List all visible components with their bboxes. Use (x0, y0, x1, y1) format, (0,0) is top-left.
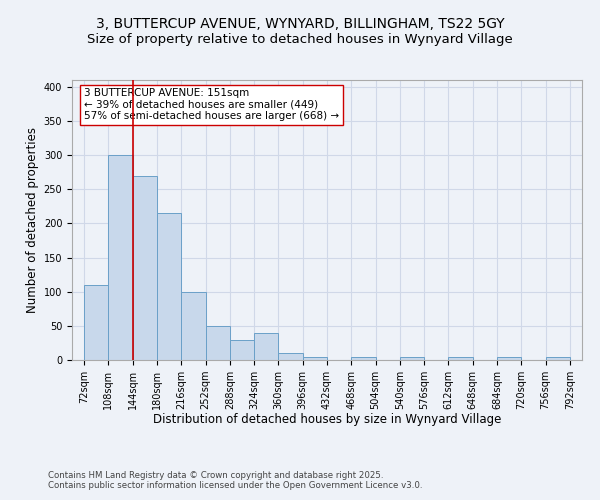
Bar (157, 213, 181, 360)
Bar (230, 340, 254, 360)
Bar (133, 176, 157, 360)
Text: Contains public sector information licensed under the Open Government Licence v3: Contains public sector information licen… (48, 481, 422, 490)
Bar (400, 356, 424, 360)
Bar (448, 356, 473, 360)
Bar (206, 326, 230, 360)
Bar (278, 353, 303, 360)
Bar (303, 356, 327, 360)
Bar (254, 332, 278, 360)
Bar (84, 285, 109, 360)
Text: 3 BUTTERCUP AVENUE: 151sqm
← 39% of detached houses are smaller (449)
57% of sem: 3 BUTTERCUP AVENUE: 151sqm ← 39% of deta… (84, 88, 339, 122)
Text: Contains HM Land Registry data © Crown copyright and database right 2025.: Contains HM Land Registry data © Crown c… (48, 471, 383, 480)
Bar (181, 292, 206, 360)
Y-axis label: Number of detached properties: Number of detached properties (26, 127, 40, 313)
Text: Size of property relative to detached houses in Wynyard Village: Size of property relative to detached ho… (87, 32, 513, 46)
Bar (109, 155, 133, 360)
Bar (351, 356, 376, 360)
Bar (545, 356, 570, 360)
Bar (497, 356, 521, 360)
Text: 3, BUTTERCUP AVENUE, WYNYARD, BILLINGHAM, TS22 5GY: 3, BUTTERCUP AVENUE, WYNYARD, BILLINGHAM… (95, 18, 505, 32)
X-axis label: Distribution of detached houses by size in Wynyard Village: Distribution of detached houses by size … (153, 414, 501, 426)
